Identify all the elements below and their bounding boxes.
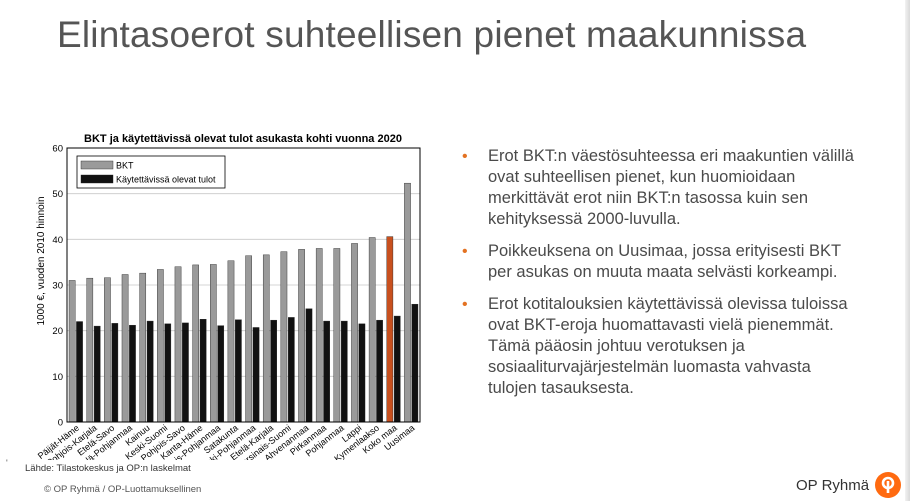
bar-income [358, 323, 366, 423]
bar-income [182, 322, 189, 423]
bullet-item: • Poikkeuksena on Uusimaa, jossa erityise… [462, 241, 862, 283]
bar-income [199, 319, 207, 423]
bar-income [76, 321, 83, 423]
bar-income [252, 327, 260, 423]
legend-label: BKT [116, 161, 134, 171]
bar-bkt [139, 272, 147, 423]
bar-income [129, 324, 136, 423]
legend-label: Käytettävissä olevat tulot [116, 175, 216, 185]
chart-x-ticks: Päijät-HämePohjois-KarjalaEtelä-SavoEtel… [36, 423, 417, 479]
bullet-dot-icon: • [462, 243, 468, 260]
bar-bkt [86, 277, 94, 423]
bar-bkt [68, 280, 76, 423]
bar-bkt [315, 248, 323, 423]
bar-bkt [227, 260, 235, 423]
chart-grid [67, 147, 420, 423]
bar-bkt [262, 254, 270, 423]
y-tick-label: 10 [52, 372, 63, 383]
bullet-list: • Erot BKT:n väestösuhteessa eri maakunti… [462, 146, 862, 410]
op-logo-mark-icon [881, 476, 895, 493]
bar-bkt [280, 251, 288, 423]
bar-income [111, 323, 119, 423]
bar-income [323, 320, 330, 423]
y-tick-label: 40 [52, 235, 63, 246]
bar-income [146, 320, 154, 423]
chart-container: 0 10 20 30 40 50 60 Päijät-Häme Pohjois-Karjala… [0, 0, 440, 479]
bar-bkt [174, 266, 182, 423]
bar-income [217, 325, 225, 423]
source-note: Lähde: Tilastokeskus ja OP:n laskelmat [25, 463, 191, 474]
legend-swatch [80, 174, 114, 184]
slide-mark: ' [6, 458, 8, 468]
bar-income [305, 308, 313, 423]
bullet-text: Poikkeuksena on Uusimaa, jossa erityises… [488, 242, 841, 281]
chart-title: BKT ja käytettävissä olevat tulot asukas… [84, 133, 402, 145]
bar-income [393, 315, 401, 423]
bar-income [270, 319, 277, 423]
y-tick-label: 30 [52, 281, 63, 292]
bar-income [340, 320, 348, 423]
bar-income [411, 303, 419, 423]
chart-y-axis-label: 1000 €, vuoden 2010 hinnoin [36, 196, 47, 325]
bullet-item: • Erot kotitalouksien käytettävissä olevi… [462, 294, 862, 399]
bar-income [235, 319, 242, 423]
bar-bkt [245, 255, 252, 423]
bullet-dot-icon: • [462, 148, 468, 165]
bar-bkt [404, 182, 411, 423]
brand: OP Ryhmä [796, 470, 902, 500]
slide-title: Elintasoerot suhteellisen pienet maakunn… [57, 14, 807, 55]
chart-y-ticks: 0 10 20 30 40 50 60 [52, 144, 63, 429]
bullet-dot-icon: • [462, 296, 468, 313]
y-tick-label: 0 [58, 418, 63, 429]
bar-chart: 0 10 20 30 40 50 60 Päijät-HämePohjois-Karjala… [36, 133, 421, 479]
bar-bkt [121, 274, 129, 423]
op-logo-icon [875, 472, 902, 498]
y-tick-label: 60 [52, 144, 63, 155]
bar-bkt [104, 277, 111, 423]
bullet-text: Erot kotitalouksien käytettävissä olevis… [488, 295, 848, 397]
bar-bkt [368, 237, 376, 423]
bullet-item: • Erot BKT:n väestösuhteessa eri maakunti… [462, 146, 862, 230]
chart-legend: BKT Käytettävissä olevat tulot [76, 155, 226, 189]
bar-income [288, 317, 295, 423]
bar-bkt [351, 243, 358, 423]
bar-income [376, 319, 383, 423]
bar-income [164, 323, 172, 423]
y-tick-label: 50 [52, 189, 63, 200]
bar-bkt [333, 248, 341, 423]
bar-bkt [192, 264, 199, 423]
bar-income [93, 325, 101, 423]
bar-bkt [298, 249, 305, 423]
slide-edge-shadow [905, 0, 910, 501]
y-tick-label: 20 [52, 326, 63, 337]
bullet-text: Erot BKT:n väestösuhteessa eri maakuntie… [488, 147, 854, 228]
bar-bkt [157, 269, 164, 423]
bar-bkt [386, 236, 394, 423]
bar-bkt [210, 264, 217, 423]
plot-frame [66, 147, 421, 423]
copyright-note: © OP Ryhmä / OP-Luottamuksellinen [44, 484, 202, 495]
legend-swatch [80, 160, 114, 170]
brand-name: OP Ryhmä [796, 476, 870, 494]
chart-bars [68, 182, 419, 423]
